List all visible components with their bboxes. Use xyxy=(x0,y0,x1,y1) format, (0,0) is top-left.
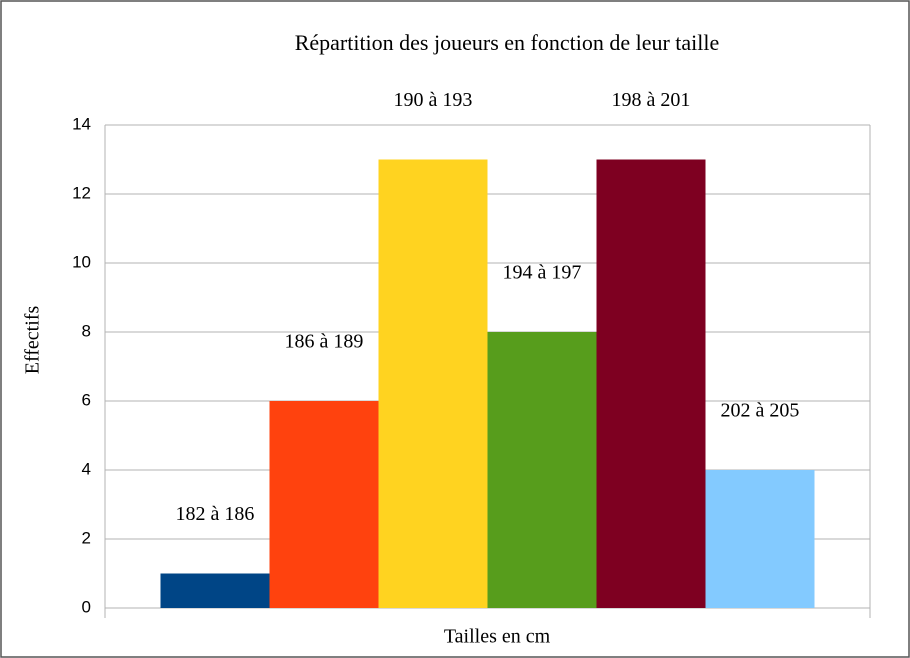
x-axis-label: Tailles en cm xyxy=(444,626,551,648)
y-tick-label: 12 xyxy=(72,183,91,202)
data-label: 182 à 186 xyxy=(176,503,255,525)
data-label: 202 à 205 xyxy=(721,400,800,422)
bar xyxy=(596,159,706,608)
y-tick-label: 0 xyxy=(82,597,91,616)
y-axis-label: Effectifs xyxy=(22,306,44,375)
y-tick-label: 4 xyxy=(82,459,91,478)
bar xyxy=(705,470,815,608)
data-label: 190 à 193 xyxy=(394,89,473,111)
y-tick-label: 10 xyxy=(72,252,91,271)
y-tick-label: 14 xyxy=(72,114,91,133)
data-label: 198 à 201 xyxy=(612,89,691,111)
bar xyxy=(160,573,270,608)
y-tick-label: 8 xyxy=(82,321,91,340)
y-tick-label: 2 xyxy=(82,528,91,547)
data-label: 194 à 197 xyxy=(503,262,582,284)
y-tick-label: 6 xyxy=(82,390,91,409)
data-label: 186 à 189 xyxy=(285,331,364,353)
bar xyxy=(378,159,488,608)
chart-title: Répartition des joueurs en fonction de l… xyxy=(295,30,720,55)
bar xyxy=(269,401,379,608)
bar xyxy=(487,332,597,608)
